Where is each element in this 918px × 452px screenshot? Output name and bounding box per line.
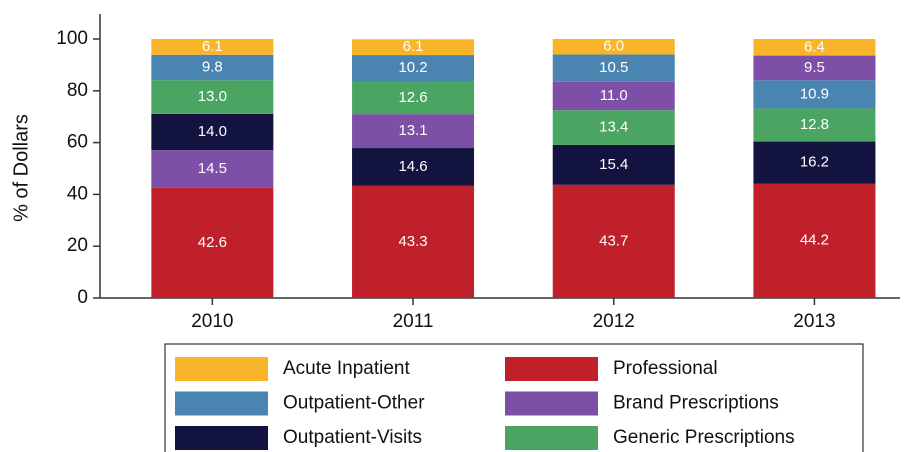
value-label: 44.2 bbox=[800, 232, 829, 249]
y-tick-label: 40 bbox=[67, 183, 88, 204]
bar-segment bbox=[753, 183, 876, 298]
bar-segment bbox=[151, 80, 274, 114]
y-tick-label: 0 bbox=[77, 287, 88, 308]
value-label: 12.6 bbox=[398, 89, 427, 106]
bar-segment bbox=[151, 113, 274, 151]
legend-swatch bbox=[175, 357, 268, 381]
value-label: 14.0 bbox=[198, 123, 227, 140]
x-tick-label: 2010 bbox=[191, 311, 233, 332]
value-label: 43.7 bbox=[599, 232, 628, 249]
bar-segment bbox=[753, 141, 876, 184]
value-label: 13.1 bbox=[398, 122, 427, 139]
value-label: 16.2 bbox=[800, 154, 829, 171]
value-label: 11.0 bbox=[600, 87, 628, 104]
bar-segment bbox=[552, 144, 675, 185]
value-label: 14.5 bbox=[198, 160, 227, 177]
legend-label: Professional bbox=[613, 358, 718, 379]
bar-segment bbox=[151, 187, 274, 298]
legend-label: Generic Prescriptions bbox=[613, 427, 795, 448]
bar-segment bbox=[753, 39, 876, 56]
legend-swatch bbox=[505, 426, 598, 450]
y-tick-label: 80 bbox=[67, 80, 88, 101]
bar-segment bbox=[352, 55, 475, 82]
y-tick-label: 20 bbox=[67, 235, 88, 256]
value-label: 14.6 bbox=[398, 158, 427, 175]
bar-segment bbox=[352, 81, 475, 115]
value-label: 6.1 bbox=[403, 38, 424, 55]
value-label: 10.5 bbox=[599, 59, 628, 76]
legend-label: Outpatient-Other bbox=[283, 393, 425, 414]
x-tick-label: 2012 bbox=[593, 311, 635, 332]
y-axis-label: % of Dollars bbox=[10, 114, 32, 222]
bar-segment bbox=[552, 110, 675, 145]
legend-label: Brand Prescriptions bbox=[613, 393, 779, 414]
legend-swatch bbox=[175, 426, 268, 450]
legend-swatch bbox=[505, 391, 598, 416]
value-label: 9.5 bbox=[804, 59, 825, 76]
bar-segment bbox=[151, 39, 274, 55]
bar-segment bbox=[552, 81, 675, 111]
legend-box bbox=[164, 343, 864, 452]
legend-swatch bbox=[175, 391, 268, 416]
value-label: 13.0 bbox=[198, 88, 227, 105]
value-label: 12.8 bbox=[800, 116, 829, 133]
x-tick-label: 2013 bbox=[793, 311, 835, 332]
value-label: 6.0 bbox=[603, 38, 624, 55]
bar-segment bbox=[352, 39, 475, 56]
bar-segment bbox=[352, 185, 475, 298]
y-tick-label: 60 bbox=[67, 132, 88, 153]
x-tick-label: 2011 bbox=[393, 311, 434, 332]
value-label: 42.6 bbox=[198, 234, 227, 251]
value-label: 9.8 bbox=[202, 58, 223, 75]
value-label: 43.3 bbox=[398, 233, 427, 250]
value-label: 6.4 bbox=[804, 38, 825, 55]
bar-segment bbox=[352, 114, 475, 149]
y-tick-label: 100 bbox=[56, 28, 88, 49]
legend-label: Acute Inpatient bbox=[283, 358, 410, 379]
value-label: 10.9 bbox=[800, 85, 829, 102]
legend-swatch bbox=[505, 357, 598, 381]
bar-segment bbox=[552, 54, 675, 82]
value-label: 10.2 bbox=[398, 59, 427, 76]
bar-segment bbox=[151, 150, 274, 188]
bar-segment bbox=[151, 54, 274, 81]
bar-segment bbox=[753, 108, 876, 142]
bar-segment bbox=[753, 80, 876, 109]
bar-segment bbox=[552, 39, 675, 55]
bar-segment bbox=[552, 184, 675, 298]
bar-segment bbox=[352, 148, 475, 186]
value-label: 13.4 bbox=[599, 119, 628, 136]
value-label: 15.4 bbox=[599, 156, 628, 173]
bar-segment bbox=[753, 55, 876, 81]
value-label: 6.1 bbox=[202, 38, 223, 55]
legend-label: Outpatient-Visits bbox=[283, 427, 422, 448]
